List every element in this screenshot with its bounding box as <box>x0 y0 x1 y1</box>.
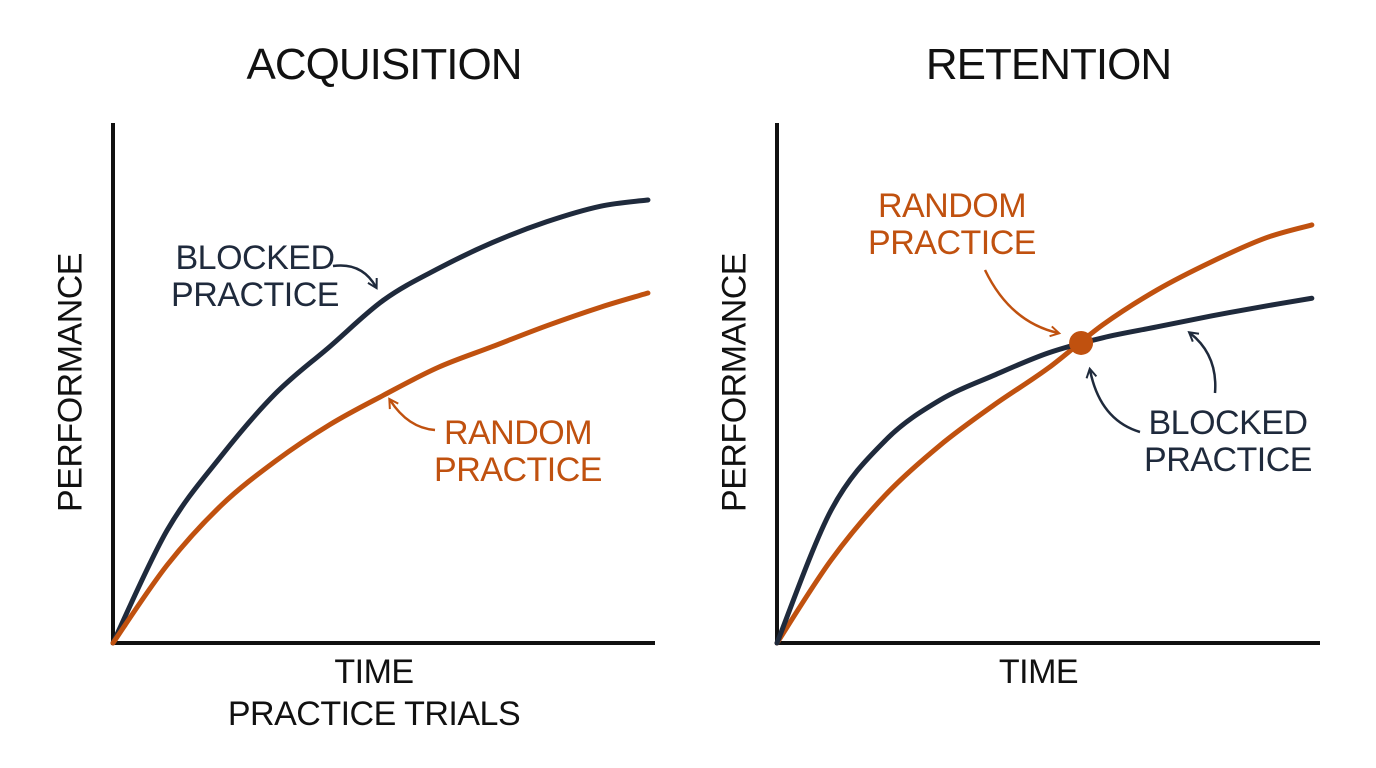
x-axis-sublabel: PRACTICE TRIALS <box>227 695 521 733</box>
y-axis-label: PERFORMANCE <box>715 253 754 512</box>
series-line <box>774 295 1315 646</box>
series-label: BLOCKED PRACTICE <box>1144 404 1312 479</box>
annotation-arrow <box>1187 330 1217 394</box>
intersection-point <box>1069 330 1094 355</box>
series-label: RANDOM PRACTICE <box>434 414 602 489</box>
x-axis-label: TIME <box>334 653 414 691</box>
x-axis-label: TIME <box>998 653 1079 691</box>
chart-title: ACQUISITION <box>246 40 522 89</box>
series-line <box>774 222 1315 646</box>
series-label: BLOCKED PRACTICE <box>171 239 339 314</box>
series-label: RANDOM PRACTICE <box>868 187 1036 262</box>
series-line <box>110 290 651 646</box>
chart-title: RETENTION <box>925 40 1172 89</box>
annotation-arrow <box>1085 366 1141 434</box>
y-axis-label: PERFORMANCE <box>51 253 90 512</box>
annotation-arrow <box>332 264 378 290</box>
annotation-arrow <box>983 269 1062 338</box>
annotation-arrow <box>388 397 436 432</box>
series-line <box>110 197 651 646</box>
